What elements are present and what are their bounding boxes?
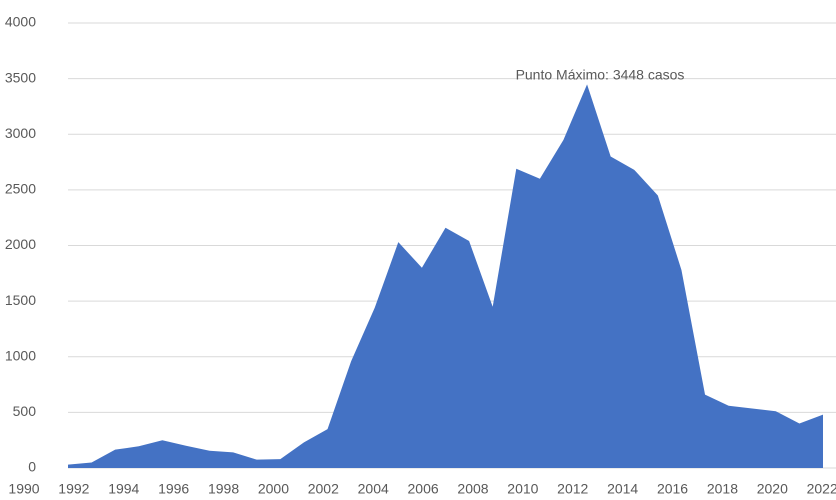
x-tick-label: 2008 — [457, 481, 488, 497]
y-tick-label: 2000 — [5, 236, 36, 252]
x-tick-label: 2000 — [258, 481, 289, 497]
x-tick-label: 2014 — [607, 481, 638, 497]
x-tick-label: 2002 — [308, 481, 339, 497]
y-tick-label: 1000 — [5, 347, 36, 363]
y-tick-label: 3500 — [5, 69, 36, 85]
x-tick-label: 1990 — [8, 481, 39, 497]
y-tick-label: 0 — [28, 459, 36, 475]
x-tick-label: 2016 — [657, 481, 688, 497]
y-tick-label: 3000 — [5, 125, 36, 141]
y-tick-label: 4000 — [5, 14, 36, 30]
y-tick-label: 2500 — [5, 181, 36, 197]
x-tick-label: 1996 — [158, 481, 189, 497]
x-tick-label: 1992 — [58, 481, 89, 497]
x-tick-label: 2022 — [807, 481, 836, 497]
x-tick-label: 2006 — [408, 481, 439, 497]
x-tick-label: 2010 — [507, 481, 538, 497]
x-tick-label: 2004 — [358, 481, 389, 497]
y-tick-label: 1500 — [5, 292, 36, 308]
annotation: Punto Máximo: 3448 casos — [516, 67, 685, 83]
x-tick-label: 2012 — [557, 481, 588, 497]
x-tick-label: 1994 — [108, 481, 139, 497]
y-tick-label: 500 — [13, 403, 37, 419]
area — [68, 84, 823, 468]
x-tick-label: 1998 — [208, 481, 239, 497]
x-tick-label: 2018 — [707, 481, 738, 497]
x-tick-label: 2020 — [757, 481, 788, 497]
